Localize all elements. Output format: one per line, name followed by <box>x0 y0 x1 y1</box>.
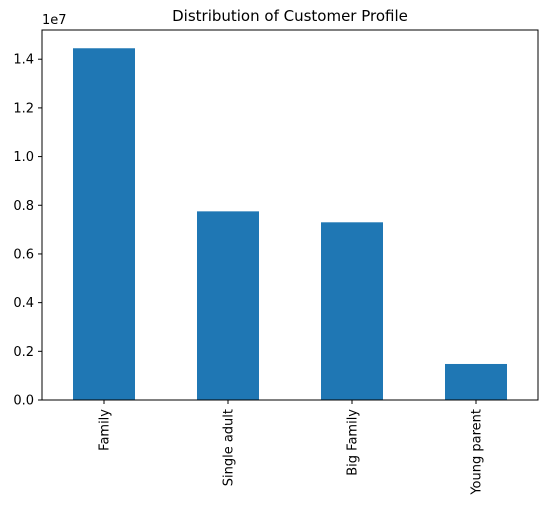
y-tick-label: 1.0 <box>13 150 34 165</box>
plot-frame <box>41 29 539 401</box>
y-tick-label: 0.0 <box>13 394 34 409</box>
y-tick-label: 0.6 <box>13 247 34 262</box>
x-tick-label: Family <box>98 409 113 451</box>
x-tick-label: Big Family <box>346 409 361 476</box>
bar-family <box>73 48 135 400</box>
bar-big-family <box>321 222 383 400</box>
x-tick-label: Single adult <box>222 409 237 486</box>
x-axis: Family Single adult Big Family Young parent <box>98 400 485 496</box>
y-offset-label: 1e7 <box>42 13 67 28</box>
y-tick-label: 0.8 <box>13 199 34 214</box>
chart-title: Distribution of Customer Profile <box>172 7 408 25</box>
y-axis: 0.0 0.2 0.4 0.6 0.8 1.0 1.2 1.4 <box>13 53 42 409</box>
y-tick-label: 1.4 <box>13 53 34 68</box>
y-tick-label: 1.2 <box>13 101 34 116</box>
bars-group <box>73 48 507 400</box>
y-tick-label: 0.4 <box>13 296 34 311</box>
bar-single-adult <box>197 211 259 400</box>
y-tick-label: 0.2 <box>13 345 34 360</box>
bar-young-parent <box>445 363 507 400</box>
x-tick-label: Young parent <box>470 409 485 496</box>
